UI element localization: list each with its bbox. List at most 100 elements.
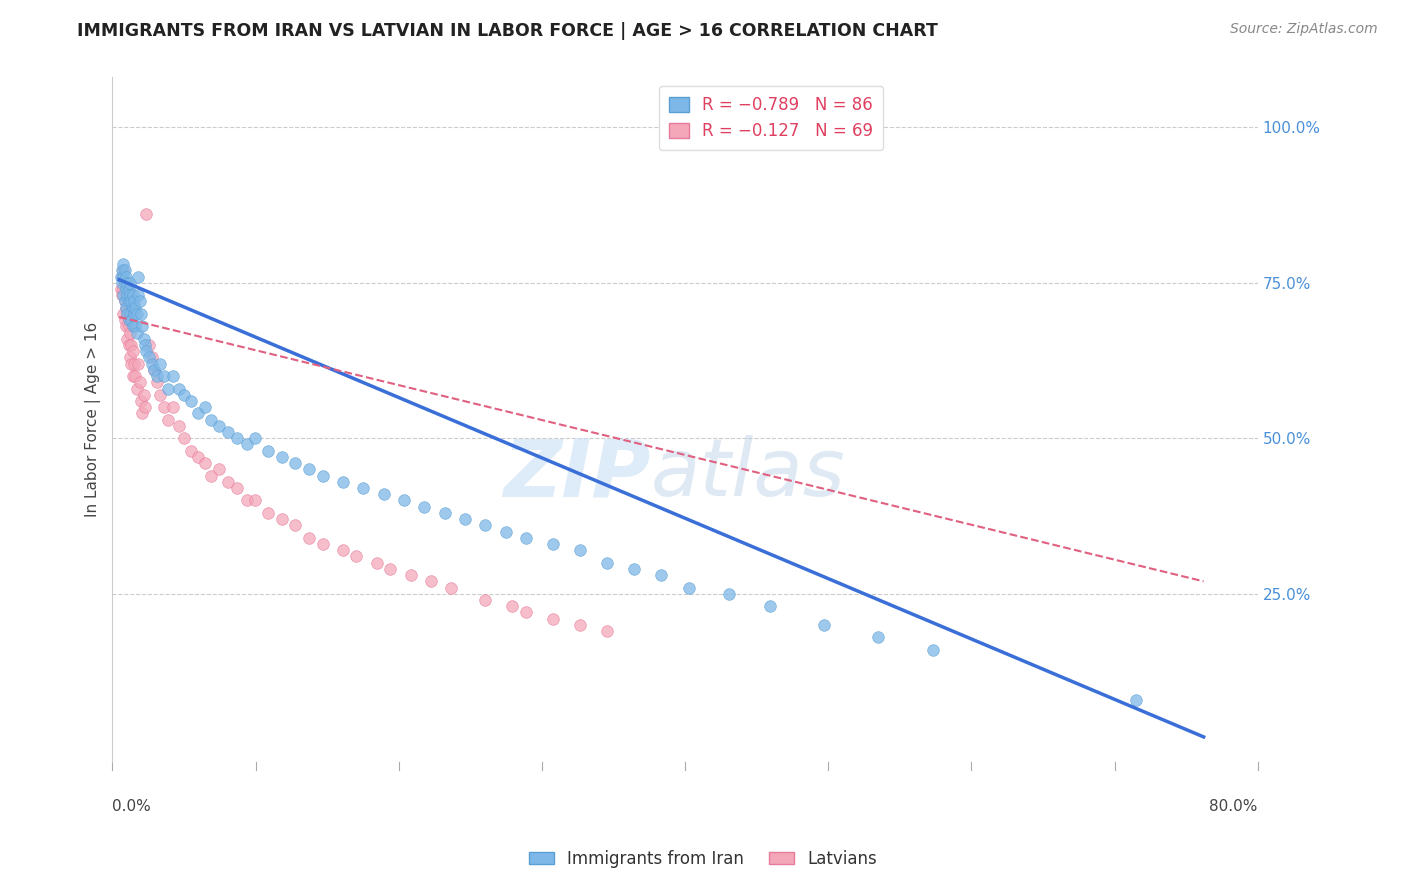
Text: 0.0%: 0.0% (112, 799, 152, 814)
Point (541, 537, 564, 551)
Point (541, 612, 564, 626)
Point (813, 618, 835, 632)
Point (141, 351, 163, 365)
Point (135, 207, 157, 221)
Point (217, 475, 239, 489)
Point (112, 307, 135, 321)
Point (118, 326, 141, 340)
Point (149, 388, 172, 402)
Point (257, 443, 280, 458)
Point (759, 599, 782, 614)
Point (118, 313, 141, 327)
Point (129, 393, 152, 408)
Point (515, 606, 537, 620)
Point (129, 307, 152, 321)
Point (454, 512, 477, 526)
Point (413, 500, 436, 514)
Point (117, 288, 139, 302)
Point (134, 338, 156, 352)
Point (311, 468, 333, 483)
Point (226, 431, 249, 445)
Point (125, 307, 148, 321)
Point (173, 431, 195, 445)
Point (270, 512, 292, 526)
Point (122, 294, 145, 309)
Point (118, 288, 141, 302)
Point (131, 406, 153, 420)
Point (420, 574, 443, 589)
Text: 80.0%: 80.0% (1209, 799, 1258, 814)
Point (115, 319, 138, 334)
Point (134, 400, 156, 414)
Point (117, 307, 139, 321)
Point (650, 568, 672, 582)
Point (111, 263, 134, 277)
Point (120, 294, 142, 309)
Point (112, 263, 135, 277)
Point (115, 269, 138, 284)
Point (138, 338, 160, 352)
Point (200, 468, 222, 483)
Point (121, 319, 143, 334)
Point (569, 618, 592, 632)
Text: atlas: atlas (651, 435, 845, 514)
Point (596, 624, 619, 639)
Point (217, 425, 239, 439)
Point (121, 344, 143, 359)
Point (141, 357, 163, 371)
Point (380, 562, 402, 576)
Point (298, 531, 321, 545)
Point (117, 307, 139, 321)
Point (167, 418, 190, 433)
Point (125, 382, 148, 396)
Point (112, 269, 135, 284)
Point (128, 294, 150, 309)
Point (243, 493, 266, 508)
Point (114, 294, 136, 309)
Point (173, 388, 195, 402)
Point (515, 531, 537, 545)
Point (235, 437, 257, 451)
Point (143, 363, 166, 377)
Point (127, 269, 149, 284)
Y-axis label: In Labor Force | Age > 16: In Labor Force | Age > 16 (86, 322, 101, 517)
Point (115, 282, 138, 296)
Point (501, 599, 523, 614)
Point (433, 506, 456, 520)
Text: Source: ZipAtlas.com: Source: ZipAtlas.com (1230, 22, 1378, 37)
Point (718, 587, 741, 601)
Point (112, 257, 135, 271)
Point (284, 456, 307, 470)
Point (118, 307, 141, 321)
Point (623, 562, 645, 576)
Point (112, 282, 135, 296)
Point (111, 276, 134, 290)
Point (392, 493, 415, 508)
Point (235, 493, 257, 508)
Point (194, 456, 217, 470)
Point (138, 351, 160, 365)
Point (1125, 692, 1147, 706)
Point (122, 357, 145, 371)
Point (208, 418, 231, 433)
Point (243, 431, 266, 445)
Point (120, 357, 142, 371)
Point (114, 263, 136, 277)
Point (115, 276, 138, 290)
Point (124, 319, 146, 334)
Point (596, 556, 619, 570)
Point (474, 593, 496, 607)
Point (132, 388, 155, 402)
Point (128, 376, 150, 390)
Point (153, 400, 176, 414)
Point (114, 313, 136, 327)
Point (124, 301, 146, 315)
Point (678, 581, 700, 595)
Point (117, 276, 139, 290)
Point (311, 537, 333, 551)
Point (569, 543, 592, 558)
Point (114, 294, 136, 309)
Point (208, 462, 231, 476)
Point (167, 382, 190, 396)
Point (110, 282, 132, 296)
